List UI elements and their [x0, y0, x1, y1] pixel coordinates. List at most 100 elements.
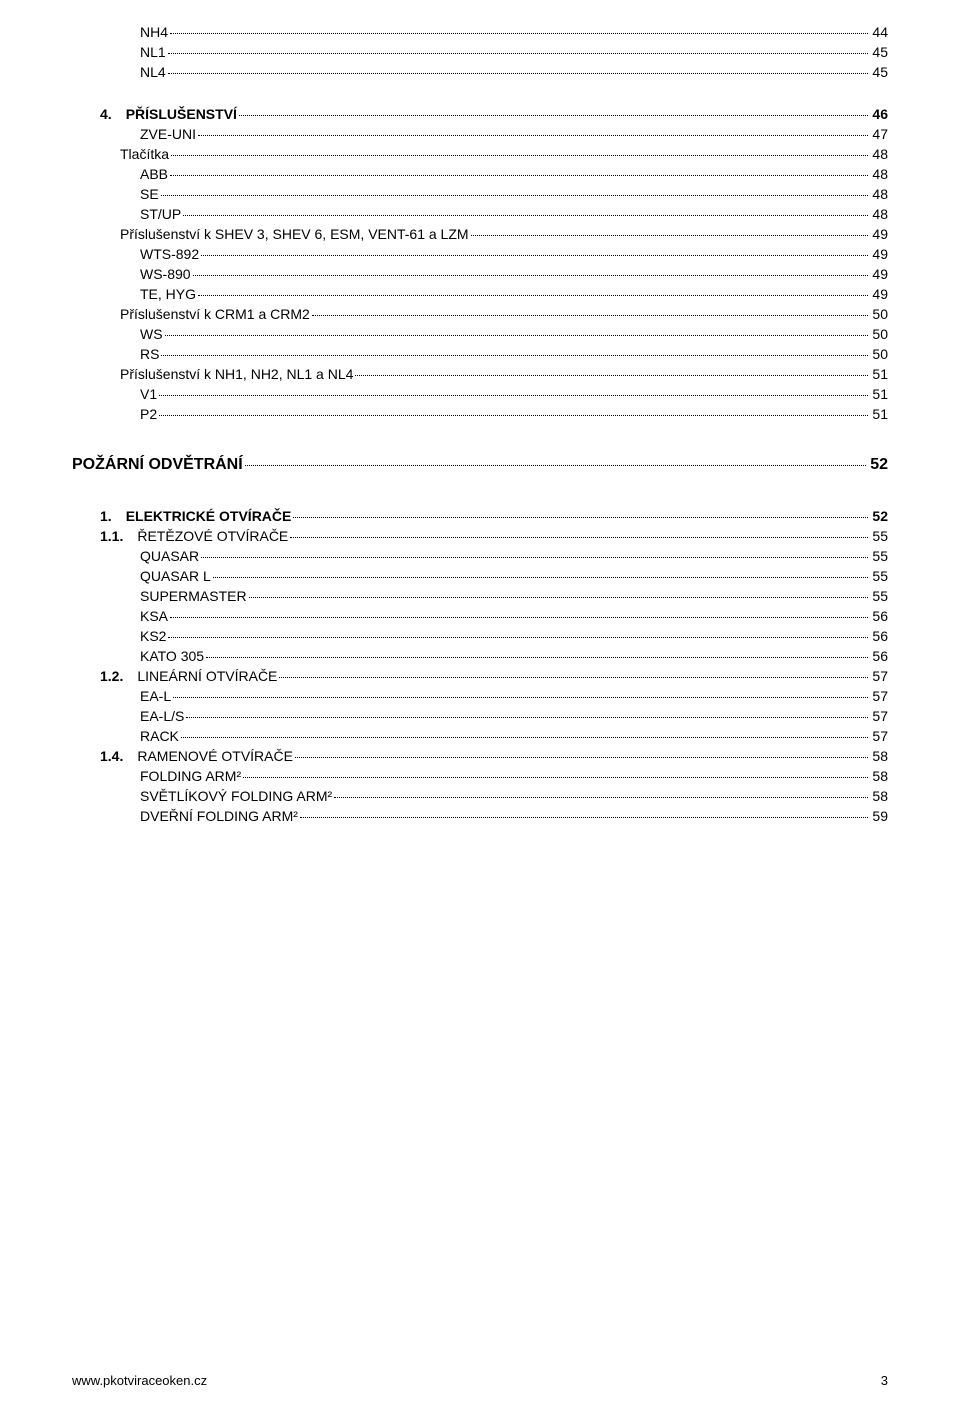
toc-entry[interactable]: FOLDING ARM² 58	[72, 768, 888, 784]
toc-entry-page: 48	[870, 206, 888, 222]
toc-entry[interactable]: ABB 48	[72, 166, 888, 182]
toc-entry-page: 45	[870, 44, 888, 60]
toc-entry[interactable]: 1.1.ŘETĚZOVÉ OTVÍRAČE55	[72, 528, 888, 544]
toc-entry-page: 49	[870, 226, 888, 242]
toc-entry-label: EA-L/S	[140, 708, 184, 724]
dot-leader	[198, 125, 868, 136]
dot-leader	[300, 807, 869, 818]
dot-leader	[165, 325, 869, 336]
dot-leader	[168, 63, 869, 74]
toc-entry-page: 58	[870, 788, 888, 804]
toc-entry[interactable]: NL1 45	[72, 44, 888, 60]
page-footer: www.pkotviraceoken.cz 3	[72, 1373, 888, 1388]
toc-entry-number: 1.2.	[100, 668, 123, 684]
toc-entry-page: 57	[870, 728, 888, 744]
toc-entry[interactable]: ST/UP 48	[72, 206, 888, 222]
toc-entry[interactable]: SVĚTLÍKOVÝ FOLDING ARM² 58	[72, 788, 888, 804]
dot-leader	[181, 727, 869, 738]
toc-entry[interactable]: POŽÁRNÍ ODVĚTRÁNÍ52	[72, 456, 888, 474]
toc-entry-label: POŽÁRNÍ ODVĚTRÁNÍ	[72, 456, 243, 474]
toc-entry-page: 50	[870, 306, 888, 322]
dot-leader	[334, 787, 868, 798]
toc-entry-page: 58	[870, 748, 888, 764]
toc-entry-label: ZVE-UNI	[140, 126, 196, 142]
toc-entry-page: 49	[870, 266, 888, 282]
toc-entry-label: Příslušenství k NH1, NH2, NL1 a NL4	[120, 366, 353, 382]
toc-entry-page: 59	[870, 808, 888, 824]
toc-entry[interactable]: DVEŘNÍ FOLDING ARM²59	[72, 808, 888, 824]
toc-entry[interactable]: NH444	[72, 24, 888, 40]
toc-entry[interactable]: TE, HYG49	[72, 286, 888, 302]
toc-entry[interactable]: RS50	[72, 346, 888, 362]
toc-entry[interactable]: NL445	[72, 64, 888, 80]
toc-entry-label: 4.PŘÍSLUŠENSTVÍ	[100, 106, 237, 122]
toc-entry[interactable]: Příslušenství k NH1, NH2, NL1 a NL4 51	[72, 366, 888, 382]
toc-entry-label: KATO 305	[140, 648, 204, 664]
toc-entry[interactable]: 1.ELEKTRICKÉ OTVÍRAČE52	[72, 508, 888, 524]
toc-entry[interactable]: P2 51	[72, 406, 888, 422]
dot-leader	[295, 747, 868, 758]
toc-entry-label: P2	[140, 406, 157, 422]
toc-entry-page: 48	[870, 166, 888, 182]
toc-entry-label: Tlačítka	[120, 146, 169, 162]
toc-entry-page: 51	[870, 366, 888, 382]
toc-entry-label: NL4	[140, 64, 166, 80]
toc-entry[interactable]: WS-89049	[72, 266, 888, 282]
toc-entry-label: ST/UP	[140, 206, 181, 222]
toc-entry-label: SVĚTLÍKOVÝ FOLDING ARM²	[140, 788, 332, 804]
toc-entry[interactable]: KSA56	[72, 608, 888, 624]
toc-entry-label: NL1	[140, 44, 166, 60]
toc-entry[interactable]: Příslušenství k CRM1 a CRM250	[72, 306, 888, 322]
toc-entry[interactable]: SE48	[72, 186, 888, 202]
toc-entry[interactable]: Příslušenství k SHEV 3, SHEV 6, ESM, VEN…	[72, 226, 888, 242]
toc-entry-number: 1.4.	[100, 748, 123, 764]
dot-leader	[213, 567, 869, 578]
toc-entry-label: Příslušenství k SHEV 3, SHEV 6, ESM, VEN…	[120, 226, 469, 242]
toc-entry[interactable]: ZVE-UNI47	[72, 126, 888, 142]
toc-entry[interactable]: KS256	[72, 628, 888, 644]
toc-entry[interactable]: 1.2.LINEÁRNÍ OTVÍRAČE57	[72, 668, 888, 684]
toc-entry[interactable]: SUPERMASTER55	[72, 588, 888, 604]
footer-page-number: 3	[881, 1373, 888, 1388]
toc-entry-page: 51	[870, 406, 888, 422]
toc-entry-page: 56	[870, 628, 888, 644]
toc-entry[interactable]: Tlačítka48	[72, 146, 888, 162]
toc-entry-label: QUASAR L	[140, 568, 211, 584]
dot-leader	[245, 453, 867, 466]
toc-entry-page: 55	[870, 588, 888, 604]
dot-leader	[290, 527, 868, 538]
dot-leader	[198, 285, 868, 296]
toc-entry-label: RS	[140, 346, 159, 362]
toc-entry[interactable]: 4.PŘÍSLUŠENSTVÍ46	[72, 106, 888, 122]
dot-leader	[161, 185, 869, 196]
toc-entry[interactable]: KATO 305 56	[72, 648, 888, 664]
toc-entry-page: 58	[870, 768, 888, 784]
dot-leader	[170, 607, 868, 618]
toc-entry[interactable]: RACK 57	[72, 728, 888, 744]
toc-entry[interactable]: WTS-89249	[72, 246, 888, 262]
toc-entry-page: 56	[870, 608, 888, 624]
dot-leader	[471, 225, 869, 236]
toc-entry[interactable]: QUASAR L55	[72, 568, 888, 584]
toc-entry-label: TE, HYG	[140, 286, 196, 302]
toc-entry-label: 1.ELEKTRICKÉ OTVÍRAČE	[100, 508, 291, 524]
toc-entry[interactable]: EA-L57	[72, 688, 888, 704]
toc-entry[interactable]: V1 51	[72, 386, 888, 402]
toc-entry-page: 56	[870, 648, 888, 664]
toc-entry[interactable]: WS50	[72, 326, 888, 342]
toc-entry-label: V1	[140, 386, 157, 402]
toc-entry-page: 51	[870, 386, 888, 402]
toc-entry-label: SE	[140, 186, 159, 202]
toc-entry-label: ABB	[140, 166, 168, 182]
dot-leader	[183, 205, 868, 216]
page: NH444NL145NL4454.PŘÍSLUŠENSTVÍ46ZVE-UNI4…	[0, 0, 960, 1412]
toc-entry-label: RACK	[140, 728, 179, 744]
toc-entry-page: 49	[870, 246, 888, 262]
toc-entry[interactable]: 1.4.RAMENOVÉ OTVÍRAČE58	[72, 748, 888, 764]
toc-entry-label: WS	[140, 326, 163, 342]
toc-entry-label: FOLDING ARM²	[140, 768, 241, 784]
toc-entry[interactable]: QUASAR55	[72, 548, 888, 564]
dot-leader	[170, 23, 868, 34]
toc-entry[interactable]: EA-L/S57	[72, 708, 888, 724]
toc-entry-number: 1.1.	[100, 528, 123, 544]
